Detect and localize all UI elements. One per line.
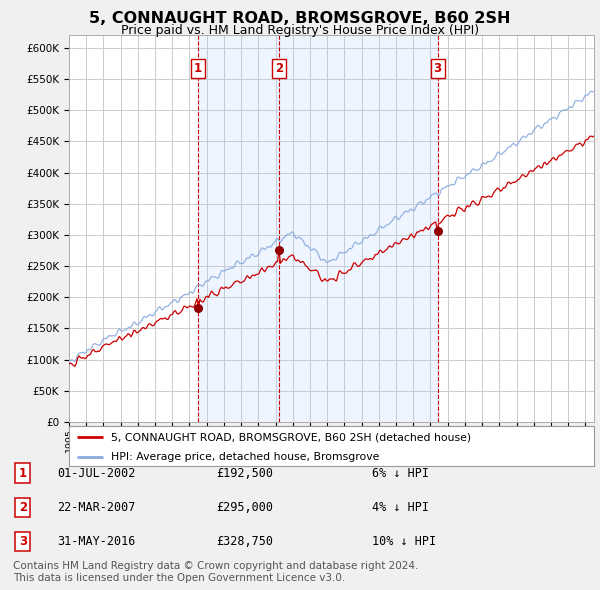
Text: 5, CONNAUGHT ROAD, BROMSGROVE, B60 2SH: 5, CONNAUGHT ROAD, BROMSGROVE, B60 2SH	[89, 11, 511, 25]
Text: 2: 2	[19, 501, 27, 514]
Text: 3: 3	[434, 62, 442, 75]
Text: Price paid vs. HM Land Registry's House Price Index (HPI): Price paid vs. HM Land Registry's House …	[121, 24, 479, 37]
Text: 5, CONNAUGHT ROAD, BROMSGROVE, B60 2SH (detached house): 5, CONNAUGHT ROAD, BROMSGROVE, B60 2SH (…	[111, 432, 471, 442]
Bar	[280, 35, 438, 422]
Text: HPI: Average price, detached house, Bromsgrove: HPI: Average price, detached house, Brom…	[111, 453, 379, 463]
Text: £295,000: £295,000	[216, 501, 273, 514]
Text: 31-MAY-2016: 31-MAY-2016	[57, 535, 136, 548]
Text: 4% ↓ HPI: 4% ↓ HPI	[372, 501, 429, 514]
Bar	[198, 35, 280, 422]
Text: 1: 1	[194, 62, 202, 75]
Text: 1: 1	[19, 467, 27, 480]
Text: Contains HM Land Registry data © Crown copyright and database right 2024.
This d: Contains HM Land Registry data © Crown c…	[13, 561, 419, 583]
Text: 22-MAR-2007: 22-MAR-2007	[57, 501, 136, 514]
Text: 2: 2	[275, 62, 283, 75]
Text: £328,750: £328,750	[216, 535, 273, 548]
Text: 01-JUL-2002: 01-JUL-2002	[57, 467, 136, 480]
Text: 10% ↓ HPI: 10% ↓ HPI	[372, 535, 436, 548]
Text: 3: 3	[19, 535, 27, 548]
Text: £192,500: £192,500	[216, 467, 273, 480]
Text: 6% ↓ HPI: 6% ↓ HPI	[372, 467, 429, 480]
